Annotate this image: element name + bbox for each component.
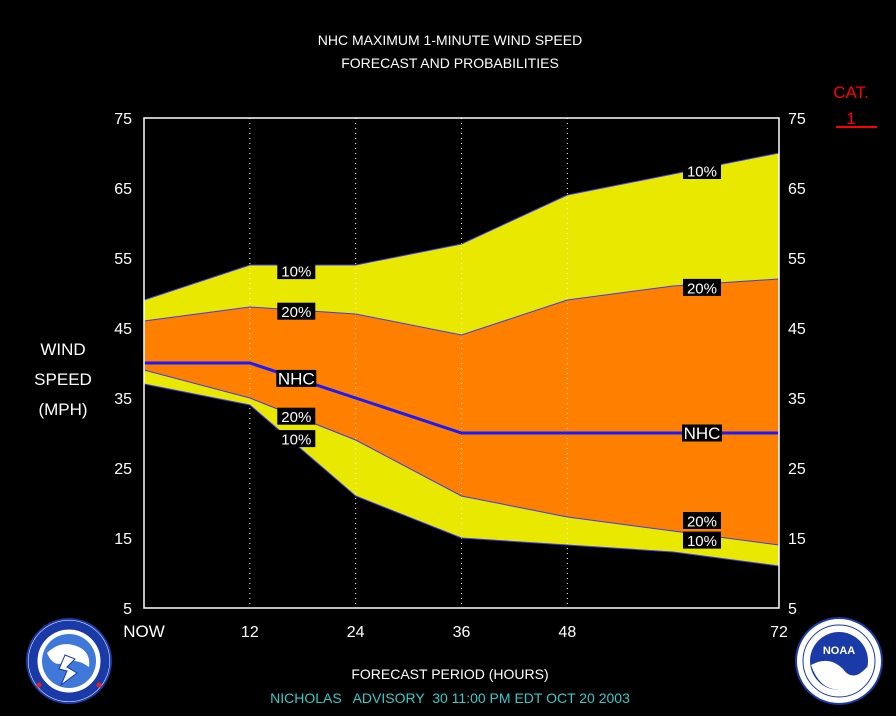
annotation-20pct-6: 20% — [682, 278, 721, 297]
annotation-text: NHC — [278, 369, 315, 388]
annotation-20pct-1: 20% — [277, 302, 316, 321]
annotation-bg — [682, 162, 721, 179]
annotation-bg — [682, 278, 721, 296]
category-label: CAT. — [833, 83, 869, 102]
y-tick-left-35: 35 — [114, 391, 132, 408]
chart-title: NHC MAXIMUM 1-MINUTE WIND SPEED — [318, 32, 582, 48]
annotation-10pct-5: 10% — [682, 162, 721, 181]
x-tick-36: 36 — [453, 624, 471, 641]
x-tick-24: 24 — [347, 624, 365, 641]
edge-line-upper-10 — [143, 152, 780, 301]
x-axis-label: FORECAST PERIOD (HOURS) — [351, 666, 548, 682]
annotation-nhc-7: NHC — [681, 424, 722, 443]
annotation-10pct-0: 10% — [277, 262, 316, 281]
x-tick-now: NOW — [123, 622, 165, 641]
annotation-bg — [277, 302, 316, 320]
edge-line-upper-20 — [143, 278, 780, 336]
y-tick-right-15: 15 — [788, 531, 806, 548]
y-tick-right-65: 65 — [788, 181, 806, 198]
annotation-bg — [277, 262, 316, 280]
chart-subtitle: FORECAST AND PROBABILITIES — [341, 55, 559, 71]
annotation-text: 10% — [281, 432, 311, 449]
advisory-footer: NICHOLAS ADVISORY 30 11:00 PM EDT OCT 20… — [270, 690, 630, 706]
annotation-bg — [682, 512, 721, 529]
noaa-logo-text: NOAA — [823, 645, 855, 657]
annotation-10pct-9: 10% — [682, 531, 721, 550]
y-tick-right-25: 25 — [788, 461, 806, 478]
band-20-percent — [144, 279, 779, 545]
edge-line-lower-20 — [143, 369, 780, 546]
y-axis-label-line-2: SPEED — [34, 370, 92, 389]
annotation-text: 20% — [687, 280, 717, 297]
x-tick-12: 12 — [241, 624, 259, 641]
y-tick-right-5: 5 — [788, 601, 797, 618]
series-annotations: 10% 20% NHC 20% 10% 10% 20% NHC 20% 10% — [276, 162, 722, 550]
annotation-bg — [681, 424, 722, 442]
y-tick-left-75: 75 — [114, 111, 132, 128]
x-tick-48: 48 — [558, 624, 576, 641]
y-tick-right-75: 75 — [788, 111, 806, 128]
annotation-20pct-8: 20% — [682, 512, 721, 531]
nhc-forecast-line — [144, 361, 779, 435]
y-tick-right-55: 55 — [788, 251, 806, 268]
probability-bands — [144, 153, 779, 566]
x-tick-72: 72 — [770, 624, 788, 641]
annotation-bg — [276, 369, 317, 387]
y-axis-label-line-1: WIND — [40, 340, 85, 359]
annotation-20pct-3: 20% — [277, 407, 316, 426]
category-value: 1 — [846, 109, 855, 128]
y-tick-left-55: 55 — [114, 251, 132, 268]
annotation-text: 10% — [281, 264, 311, 281]
annotation-text: NHC — [684, 424, 721, 443]
annotation-text: 20% — [281, 304, 311, 321]
annotation-bg — [682, 531, 721, 549]
annotation-bg — [277, 407, 316, 425]
annotation-nhc-2: NHC — [276, 369, 317, 388]
edge-line-lower-10 — [143, 383, 780, 567]
y-axis-label-line-3: (MPH) — [38, 400, 87, 419]
annotation-10pct-4: 10% — [277, 430, 316, 449]
y-tick-left-15: 15 — [114, 531, 132, 548]
annotation-text: 20% — [687, 514, 717, 531]
y-tick-right-45: 45 — [788, 321, 806, 338]
y-tick-left-25: 25 — [114, 461, 132, 478]
y-tick-left-65: 65 — [114, 181, 132, 198]
nws-logo — [26, 618, 112, 704]
annotation-text: 20% — [281, 409, 311, 426]
y-tick-left-5: 5 — [123, 601, 132, 618]
annotation-bg — [277, 430, 316, 448]
plot-frame — [143, 117, 780, 609]
annotation-text: 10% — [687, 164, 717, 181]
y-tick-left-45: 45 — [114, 321, 132, 338]
noaa-logo: NOAA — [795, 617, 883, 705]
y-tick-right-35: 35 — [788, 391, 806, 408]
series-lines — [143, 152, 780, 567]
annotation-text: 10% — [687, 533, 717, 550]
